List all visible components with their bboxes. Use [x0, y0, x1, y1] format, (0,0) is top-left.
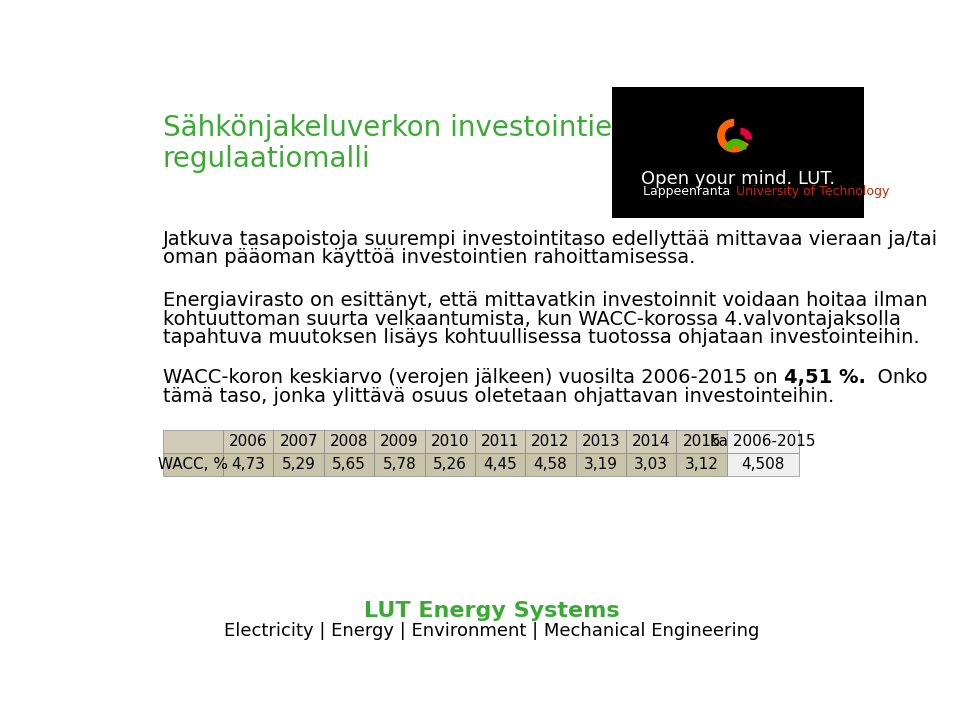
Bar	[727, 430, 799, 453]
Bar	[612, 87, 864, 218]
Text: 3,19: 3,19	[584, 457, 618, 472]
Text: Jatkuva tasapoistoja suurempi investointitaso edellyttää mittavaa vieraan ja/tai: Jatkuva tasapoistoja suurempi investoint…	[162, 229, 938, 248]
Text: University of Technology: University of Technology	[735, 185, 889, 198]
Bar	[576, 453, 626, 476]
Text: WACC, %: WACC, %	[157, 457, 228, 472]
Text: ka 2006-2015: ka 2006-2015	[710, 434, 816, 449]
Text: 3,03: 3,03	[635, 457, 668, 472]
Bar	[424, 430, 475, 453]
Text: 2009: 2009	[380, 434, 419, 449]
Text: WACC-koron keskiarvo (verojen jälkeen) vuosilta 2006-2015 on: WACC-koron keskiarvo (verojen jälkeen) v…	[162, 368, 783, 387]
Bar	[162, 453, 223, 476]
Text: 4,45: 4,45	[483, 457, 517, 472]
Text: 2015: 2015	[683, 434, 721, 449]
Text: 4,73: 4,73	[231, 457, 265, 472]
Text: kohtuuttoman suurta velkaantumista, kun WACC-korossa 4.valvontajaksolla: kohtuuttoman suurta velkaantumista, kun …	[162, 310, 900, 329]
Text: regulaatiomalli: regulaatiomalli	[162, 145, 371, 173]
Text: Open your mind. LUT.: Open your mind. LUT.	[641, 169, 835, 187]
Bar	[626, 430, 677, 453]
Bar	[475, 430, 525, 453]
Wedge shape	[725, 139, 747, 150]
Text: 2012: 2012	[531, 434, 570, 449]
Bar	[576, 430, 626, 453]
Text: 5,26: 5,26	[433, 457, 467, 472]
Bar	[374, 453, 424, 476]
Text: 4,58: 4,58	[534, 457, 567, 472]
Bar	[374, 430, 424, 453]
Bar	[223, 453, 274, 476]
Bar	[324, 430, 374, 453]
Text: 5,29: 5,29	[281, 457, 316, 472]
Text: 2011: 2011	[481, 434, 519, 449]
Text: 5,78: 5,78	[382, 457, 417, 472]
Bar	[727, 453, 799, 476]
Bar	[475, 453, 525, 476]
Bar	[274, 430, 324, 453]
Text: 4,508: 4,508	[741, 457, 784, 472]
Wedge shape	[717, 118, 749, 152]
Text: LUT Energy Systems: LUT Energy Systems	[364, 600, 620, 621]
Bar	[677, 453, 727, 476]
Bar	[525, 453, 576, 476]
Bar	[223, 430, 274, 453]
Text: 2010: 2010	[430, 434, 469, 449]
Text: Sähkönjakeluverkon investointien rahoitus,: Sähkönjakeluverkon investointien rahoitu…	[162, 114, 761, 142]
Bar	[525, 430, 576, 453]
Bar	[274, 453, 324, 476]
Text: 5,65: 5,65	[332, 457, 366, 472]
Text: Electricity | Energy | Environment | Mechanical Engineering: Electricity | Energy | Environment | Mec…	[225, 621, 759, 640]
Text: Onko: Onko	[865, 368, 928, 387]
Bar	[677, 430, 727, 453]
Wedge shape	[740, 128, 753, 139]
Text: 2006: 2006	[228, 434, 268, 449]
Text: Energiavirasto on esittänyt, että mittavatkin investoinnit voidaan hoitaa ilman: Energiavirasto on esittänyt, että mittav…	[162, 291, 927, 310]
Bar	[626, 453, 677, 476]
Bar	[424, 453, 475, 476]
Text: 4,51 %.: 4,51 %.	[783, 368, 865, 387]
Text: Lappeenranta: Lappeenranta	[643, 185, 734, 198]
Text: tämä taso, jonka ylittävä osuus oletetaan ohjattavan investointeihin.: tämä taso, jonka ylittävä osuus oletetaa…	[162, 387, 834, 406]
Text: oman pääoman käyttöä investointien rahoittamisessa.: oman pääoman käyttöä investointien rahoi…	[162, 248, 695, 267]
Text: tapahtuva muutoksen lisäys kohtuullisessa tuotossa ohjataan investointeihin.: tapahtuva muutoksen lisäys kohtuullisess…	[162, 328, 920, 347]
Text: 2007: 2007	[279, 434, 318, 449]
Text: 2014: 2014	[632, 434, 670, 449]
Bar	[324, 453, 374, 476]
Text: 2008: 2008	[330, 434, 369, 449]
Text: 3,12: 3,12	[684, 457, 719, 472]
Bar	[162, 430, 223, 453]
Text: 2013: 2013	[582, 434, 620, 449]
